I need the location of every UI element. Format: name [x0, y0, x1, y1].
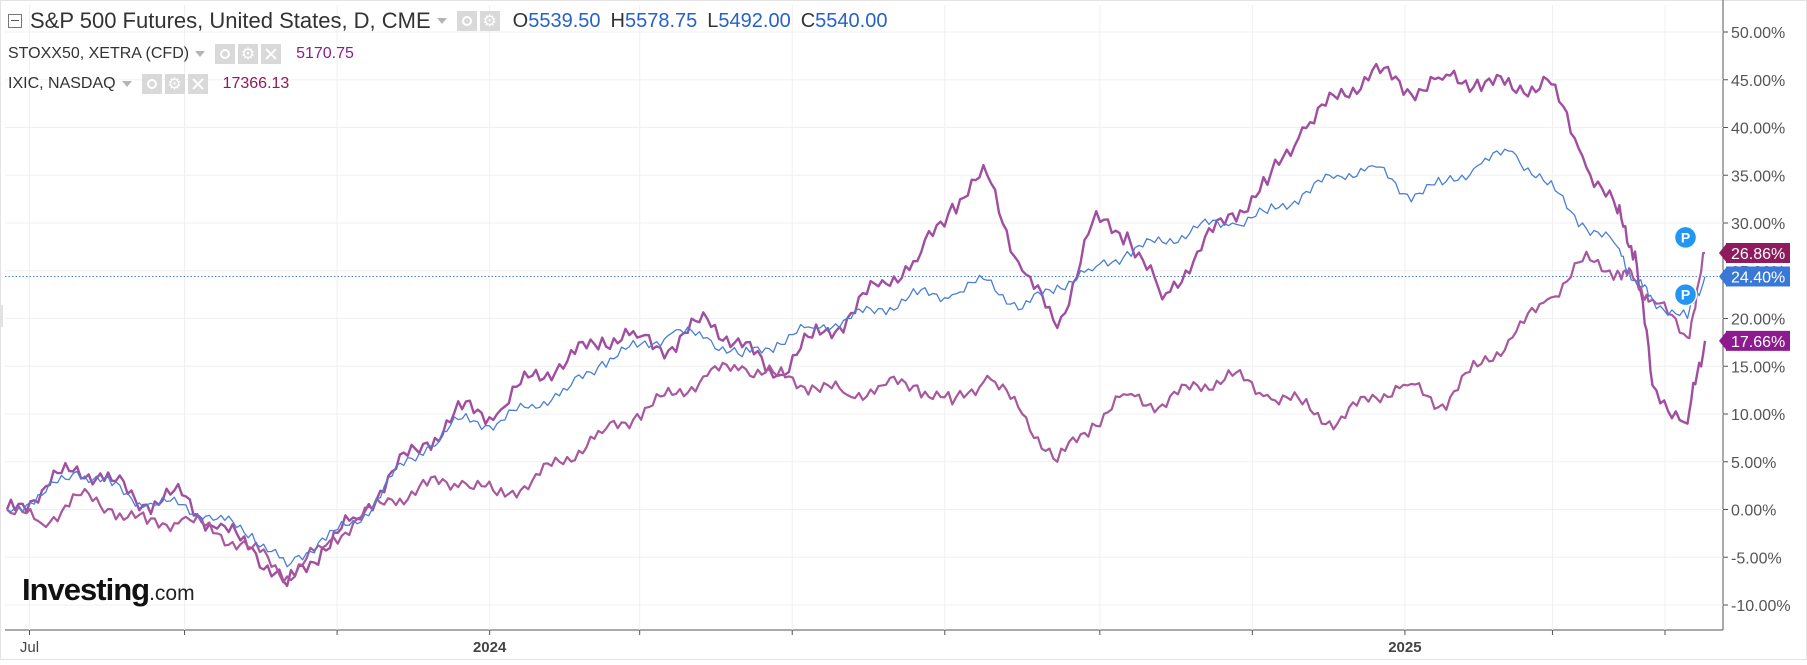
- y-tick-label: 0.00%: [1731, 503, 1776, 520]
- value-badge-label: 24.40%: [1731, 269, 1785, 286]
- eye-icon[interactable]: [141, 74, 162, 94]
- y-tick-label: 15.00%: [1731, 359, 1785, 376]
- overlay-stoxx50-title[interactable]: STOXX50, XETRA (CFD): [8, 45, 190, 62]
- marker-p-icon: [1673, 225, 1698, 250]
- y-tick-label: 35.00%: [1731, 168, 1785, 185]
- overlay-ixic-header: IXIC, NASDAQ 17366.13: [8, 74, 289, 94]
- series-line-ixic: [5, 62, 1707, 588]
- logo-wordmark: Investing: [22, 572, 150, 607]
- overlay-stoxx50-header: STOXX50, XETRA (CFD) 5170.75: [8, 44, 354, 64]
- series-line-sp500: [6, 148, 1706, 568]
- high-label: H: [610, 9, 625, 32]
- value-badge-label: 17.66%: [1731, 334, 1785, 351]
- close-icon[interactable]: [261, 44, 282, 64]
- value-badge: 17.66%: [1719, 330, 1790, 351]
- value-badge-pointer: [1719, 242, 1727, 263]
- value-badge: 26.86%: [1719, 242, 1790, 263]
- y-tick-label: 50.00%: [1731, 25, 1785, 42]
- chevron-down-icon[interactable]: [121, 81, 132, 87]
- y-tick-label: 30.00%: [1731, 216, 1785, 233]
- value-badge-pointer: [1719, 330, 1727, 351]
- main-series-title[interactable]: S&P 500 Futures, United States, D, CME: [30, 8, 431, 33]
- value-badge-box: [1726, 266, 1790, 287]
- collapse-icon[interactable]: [8, 14, 22, 28]
- marker-p-icon: [1673, 282, 1698, 307]
- y-tick-label: 5.00%: [1731, 455, 1776, 472]
- close-icon[interactable]: [187, 74, 208, 94]
- logo-suffix: .com: [149, 582, 195, 605]
- y-tick-label: -5.00%: [1731, 550, 1782, 567]
- close-label: C: [800, 9, 816, 32]
- marker-p-label: P: [1681, 287, 1690, 303]
- value-badge-box: [1726, 330, 1790, 351]
- y-tick-label: 40.00%: [1731, 121, 1785, 138]
- y-tick-label: -10.00%: [1731, 598, 1791, 615]
- y-tick-label: 20.00%: [1731, 312, 1785, 329]
- chevron-down-icon[interactable]: [436, 18, 447, 24]
- x-tick-label: Jul: [20, 639, 39, 656]
- marker-p-label: P: [1681, 229, 1690, 245]
- open-label: O: [512, 9, 529, 32]
- value-badge-box: [1726, 242, 1790, 263]
- y-tick-label: 10.00%: [1731, 407, 1785, 424]
- chevron-down-icon[interactable]: [195, 51, 206, 57]
- y-tick-label: 45.00%: [1731, 73, 1785, 90]
- low-label: L: [707, 9, 719, 32]
- main-series-header: S&P 500 Futures, United States, D, CME O…: [8, 8, 887, 34]
- x-tick-label: 2024: [473, 639, 507, 656]
- series-line-stoxx50: [6, 250, 1706, 584]
- gear-icon[interactable]: [479, 11, 500, 31]
- eye-icon[interactable]: [456, 11, 477, 31]
- close-value: 5540.00: [815, 9, 888, 32]
- overlay-ixic-title[interactable]: IXIC, NASDAQ: [8, 75, 116, 92]
- overlay-ixic-last: 17366.13: [222, 75, 290, 92]
- low-value: 5492.00: [718, 9, 791, 32]
- x-tick-label: 2025: [1388, 639, 1421, 656]
- gear-icon[interactable]: [238, 44, 259, 64]
- value-badge: 24.40%: [1719, 266, 1790, 287]
- high-value: 5578.75: [624, 9, 698, 32]
- investing-logo: Investing.com: [22, 572, 195, 608]
- value-badge-pointer: [1719, 266, 1727, 287]
- open-value: 5539.50: [528, 9, 601, 32]
- pane-resize-handle[interactable]: [0, 305, 3, 327]
- value-badge-label: 26.86%: [1731, 246, 1785, 263]
- eye-icon[interactable]: [215, 44, 236, 64]
- overlay-stoxx50-last: 5170.75: [296, 45, 354, 62]
- gear-icon[interactable]: [164, 74, 185, 94]
